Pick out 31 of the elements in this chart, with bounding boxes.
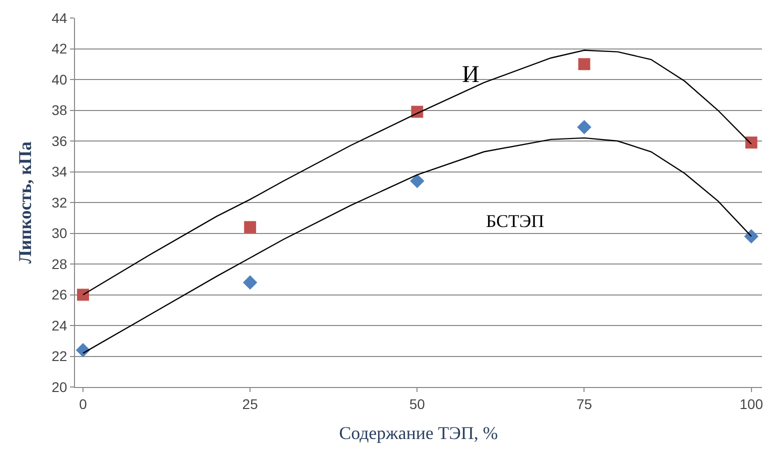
y-tick-label: 30: [52, 225, 68, 242]
x-tick-label: 100: [740, 396, 764, 412]
y-tick-label: 26: [52, 286, 68, 303]
x-axis-title: Содержание ТЭП, %: [339, 422, 498, 443]
y-tick-label: 42: [52, 40, 68, 57]
y-tick-label: 38: [52, 102, 68, 118]
x-tick-label: 25: [242, 396, 258, 412]
annotation: И: [462, 62, 480, 88]
y-tick-label: 36: [52, 132, 68, 149]
y-tick-label: 40: [52, 71, 68, 88]
y-tick-label: 24: [52, 317, 68, 334]
point: [77, 288, 90, 301]
y-tick-label: 22: [52, 348, 68, 364]
y-tick-label: 34: [52, 164, 68, 180]
x-tick-label: 75: [576, 396, 592, 412]
point: [410, 174, 424, 188]
point: [577, 120, 592, 134]
y-tick-label: 44: [52, 10, 68, 26]
point: [744, 229, 758, 244]
point: [242, 275, 258, 290]
x-tick-label: 0: [79, 396, 88, 412]
y-tick-label: 32: [52, 194, 68, 210]
point: [244, 221, 256, 234]
y-tick-label: 20: [52, 378, 68, 395]
point: [578, 58, 590, 70]
point: [76, 342, 90, 358]
annotation: БСТЭП: [486, 211, 544, 231]
y-axis-title: Липкость, кПа: [14, 141, 35, 264]
point: [745, 136, 758, 149]
y-tick-label: 28: [52, 256, 68, 272]
x-tick-label: 50: [409, 396, 426, 412]
